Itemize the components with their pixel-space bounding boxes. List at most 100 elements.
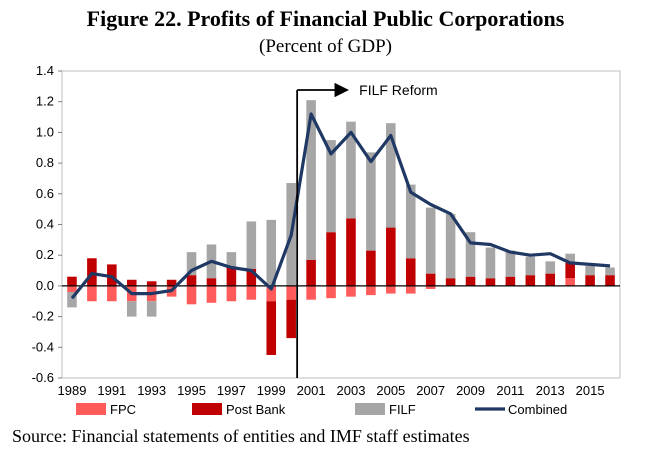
bar-fpc bbox=[386, 285, 396, 294]
bar-filf bbox=[226, 252, 237, 268]
bar-fpc bbox=[366, 285, 376, 296]
bar-post-bank bbox=[306, 259, 316, 286]
bar-fpc bbox=[326, 285, 336, 299]
bar-post-bank bbox=[405, 258, 416, 286]
bar-post-bank bbox=[485, 278, 496, 286]
bar-filf bbox=[545, 261, 556, 274]
bar-filf bbox=[67, 292, 77, 308]
x-tick-label: 1997 bbox=[217, 383, 246, 398]
bar-fpc bbox=[405, 285, 416, 294]
bar-post-bank bbox=[445, 278, 456, 286]
y-tick-label: 1.2 bbox=[36, 94, 54, 109]
legend-label-post-bank: Post Bank bbox=[226, 402, 286, 417]
y-tick-label: 0.8 bbox=[36, 155, 54, 170]
bar-fpc bbox=[226, 285, 237, 302]
bar-post-bank bbox=[605, 275, 615, 286]
bar-post-bank bbox=[266, 301, 277, 355]
bar-post-bank bbox=[146, 281, 157, 286]
bar-post-bank bbox=[166, 279, 177, 286]
reform-label: FILF Reform bbox=[359, 82, 438, 98]
x-tick-label: 1989 bbox=[58, 383, 87, 398]
bar-filf bbox=[386, 123, 396, 228]
bar-fpc bbox=[87, 285, 97, 302]
bar-post-bank bbox=[226, 267, 237, 286]
y-tick-label: -0.2 bbox=[32, 309, 54, 324]
bar-filf bbox=[326, 140, 336, 233]
bar-fpc bbox=[246, 285, 257, 300]
y-tick-label: -0.4 bbox=[32, 339, 54, 354]
legend-label-fpc: FPC bbox=[110, 402, 136, 417]
bar-filf bbox=[605, 267, 615, 276]
x-tick-label: 2015 bbox=[576, 383, 605, 398]
bar-filf bbox=[525, 256, 536, 276]
y-tick-label: -0.6 bbox=[32, 370, 54, 385]
bar-post-bank bbox=[425, 273, 436, 286]
bar-filf bbox=[306, 100, 316, 260]
x-tick-label: 2007 bbox=[416, 383, 445, 398]
bar-post-bank bbox=[545, 273, 556, 286]
bar-post-bank bbox=[186, 275, 197, 286]
bar-fpc bbox=[266, 285, 277, 302]
x-tick-label: 1993 bbox=[137, 383, 166, 398]
x-tick-label: 2001 bbox=[297, 383, 326, 398]
bar-fpc bbox=[306, 285, 316, 300]
bar-filf bbox=[126, 301, 137, 317]
legend-swatch-fpc bbox=[76, 403, 106, 415]
legend-label-filf: FILF bbox=[389, 402, 416, 417]
bar-filf bbox=[485, 247, 496, 279]
y-tick-label: 0.4 bbox=[36, 217, 54, 232]
bar-filf bbox=[405, 184, 416, 259]
x-tick-label: 1995 bbox=[177, 383, 206, 398]
bar-post-bank bbox=[206, 278, 217, 286]
bar-post-bank bbox=[67, 276, 77, 286]
bar-post-bank bbox=[585, 275, 595, 286]
bar-fpc bbox=[286, 285, 296, 300]
bar-fpc bbox=[67, 285, 77, 293]
chart-title: Figure 22. Profits of Financial Public C… bbox=[86, 6, 565, 31]
x-tick-label: 2003 bbox=[337, 383, 366, 398]
bar-filf bbox=[445, 213, 456, 279]
bar-post-bank bbox=[126, 279, 137, 286]
x-tick-label: 1999 bbox=[257, 383, 286, 398]
y-tick-label: 1.0 bbox=[36, 124, 54, 139]
x-tick-label: 2013 bbox=[536, 383, 565, 398]
plot-frame bbox=[61, 70, 621, 379]
x-tick-label: 1991 bbox=[97, 383, 126, 398]
bar-fpc bbox=[346, 285, 356, 297]
legend-swatch-filf bbox=[355, 403, 385, 415]
legend-swatch-post-bank bbox=[192, 403, 222, 415]
y-tick-label: 0.6 bbox=[36, 186, 54, 201]
bar-post-bank bbox=[346, 218, 356, 286]
x-tick-label: 2011 bbox=[496, 383, 524, 398]
combined-line bbox=[70, 112, 611, 300]
bar-filf bbox=[505, 250, 516, 277]
bar-post-bank bbox=[246, 269, 257, 286]
x-tick-label: 2005 bbox=[376, 383, 405, 398]
y-tick-label: 0.2 bbox=[36, 247, 54, 262]
bar-filf bbox=[465, 232, 476, 277]
bar-filf bbox=[585, 265, 595, 276]
bar-post-bank bbox=[465, 276, 476, 286]
bar-post-bank bbox=[326, 232, 336, 286]
bar-filf bbox=[266, 219, 277, 286]
bar-filf bbox=[186, 252, 197, 276]
bar-post-bank bbox=[505, 276, 516, 286]
bar-post-bank bbox=[565, 262, 575, 279]
bar-post-bank bbox=[286, 299, 296, 339]
bar-fpc bbox=[206, 285, 217, 303]
y-tick-label: 0.0 bbox=[36, 278, 54, 293]
chart-subtitle: (Percent of GDP) bbox=[259, 36, 392, 57]
bar-post-bank bbox=[366, 250, 376, 286]
source-note: Source: Financial statements of entities… bbox=[12, 426, 470, 446]
y-tick-label: 1.4 bbox=[36, 63, 54, 78]
bar-post-bank bbox=[386, 227, 396, 286]
bar-filf bbox=[346, 121, 356, 219]
bar-fpc bbox=[425, 285, 436, 289]
bar-filf bbox=[425, 207, 436, 274]
bar-fpc bbox=[186, 285, 197, 305]
legend-label-combined: Combined bbox=[508, 402, 567, 417]
bar-fpc bbox=[107, 285, 117, 302]
bar-filf bbox=[246, 221, 257, 270]
